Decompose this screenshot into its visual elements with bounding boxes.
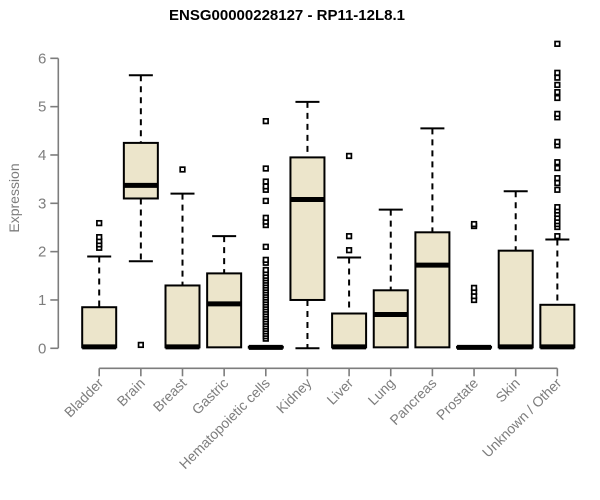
outlier-point	[554, 164, 561, 172]
outlier-point	[554, 138, 561, 146]
y-tick-label: 0	[38, 340, 46, 357]
outlier-point	[262, 117, 269, 125]
outlier-point	[554, 110, 561, 118]
y-tick-label: 5	[38, 99, 46, 116]
iqr-box	[164, 284, 201, 349]
outlier-point	[554, 40, 561, 47]
box-group-prostate	[456, 220, 493, 350]
outlier-point	[554, 94, 561, 102]
outlier-point	[262, 178, 269, 185]
y-tick-label: 3	[38, 195, 46, 212]
box-group-gastric	[206, 235, 243, 349]
iqr-box	[414, 231, 451, 349]
x-tick-label-breast: Breast	[150, 375, 190, 415]
box-group-hematopoietic-cells	[247, 117, 284, 350]
y-tick-label: 2	[38, 244, 46, 261]
box-group-liver	[331, 152, 368, 350]
box-group-kidney	[289, 100, 326, 350]
x-tick-label-lung: Lung	[365, 375, 398, 408]
outlier-point	[554, 175, 561, 182]
outlier-point	[137, 341, 145, 349]
box-group-pancreas	[414, 127, 451, 349]
y-tick-label: 1	[38, 292, 46, 309]
outlier-point	[470, 220, 478, 228]
box-group-skin	[497, 190, 534, 350]
outlier-point	[262, 183, 269, 190]
outlier-point	[262, 214, 269, 221]
outlier-point	[554, 81, 561, 89]
outlier-point	[554, 186, 561, 193]
iqr-box	[289, 156, 326, 301]
box-group-bladder	[81, 219, 118, 350]
outlier-point	[554, 159, 561, 166]
outlier-point	[345, 152, 353, 160]
y-tick-label: 4	[38, 147, 46, 164]
outlier-point	[96, 233, 103, 241]
outlier-point	[345, 233, 353, 240]
outlier-point	[262, 256, 269, 264]
outlier-point	[470, 284, 478, 292]
outlier-point	[262, 266, 269, 274]
x-tick-label-prostate: Prostate	[433, 375, 481, 423]
x-tick-label-unknown-other: Unknown / Other	[479, 375, 565, 461]
iqr-box	[81, 306, 118, 349]
outlier-point	[554, 233, 561, 240]
x-tick-label-bladder: Bladder	[61, 375, 107, 421]
x-tick-label-skin: Skin	[492, 375, 523, 406]
outlier-point	[262, 243, 269, 250]
iqr-box	[372, 289, 409, 349]
outlier-point	[554, 69, 561, 76]
outlier-point	[554, 89, 561, 96]
box-group-unknown-other	[539, 40, 576, 350]
outlier-point	[554, 74, 561, 81]
outlier-point	[179, 166, 186, 173]
outlier-point	[345, 247, 353, 254]
outlier-point	[554, 204, 561, 211]
iqr-box	[497, 249, 534, 349]
outlier-point	[554, 179, 561, 187]
iqr-box	[206, 272, 243, 349]
iqr-box	[539, 303, 576, 349]
x-tick-label-brain: Brain	[114, 375, 148, 409]
iqr-box	[122, 141, 159, 200]
y-tick-label: 6	[38, 50, 46, 67]
box-group-brain	[122, 74, 159, 349]
chart-title: ENSG00000228127 - RP11-12L8.1	[169, 7, 405, 24]
outlier-point	[96, 219, 103, 227]
outlier-point	[262, 197, 269, 205]
x-tick-label-liver: Liver	[323, 375, 356, 408]
iqr-box	[331, 312, 368, 349]
outlier-point	[262, 165, 269, 172]
box-group-lung	[372, 208, 409, 349]
y-axis-label: Expression	[6, 163, 22, 232]
x-tick-label-kidney: Kidney	[273, 375, 315, 417]
box-group-breast	[164, 166, 201, 350]
y-axis: 0 1 2 3 4 5 6	[38, 50, 60, 357]
